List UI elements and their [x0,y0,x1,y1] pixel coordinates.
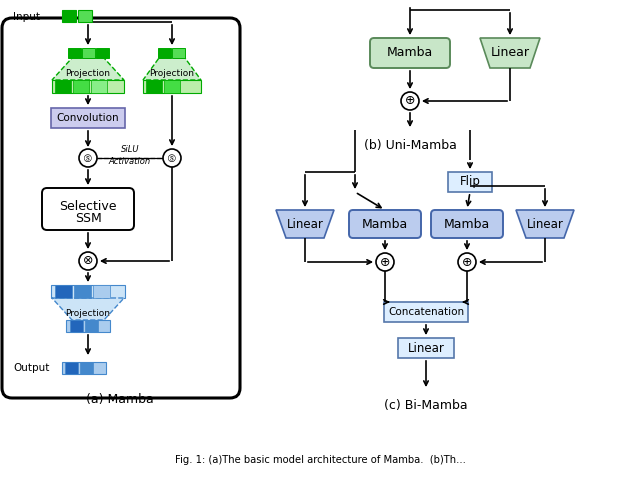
Bar [52,80,124,93]
FancyBboxPatch shape [2,18,240,398]
Bar [143,80,201,93]
Bar [448,172,492,192]
Text: SiLU: SiLU [121,146,140,154]
Bar [62,10,76,22]
Circle shape [79,252,97,270]
Text: Projection: Projection [65,308,111,317]
Bar [68,48,81,58]
Text: Concatenation: Concatenation [388,307,464,317]
Text: Mamba: Mamba [444,217,490,230]
Text: Projection: Projection [65,69,111,79]
Text: Flip: Flip [460,176,481,188]
Text: Output: Output [13,363,49,373]
Bar [73,80,89,93]
Polygon shape [516,210,574,238]
Text: $\oplus$: $\oplus$ [461,255,473,269]
Bar [66,320,110,332]
Text: SSM: SSM [75,212,101,224]
Circle shape [458,253,476,271]
Text: $\circledS$: $\circledS$ [83,152,93,164]
Bar [55,285,72,298]
Bar [398,338,454,358]
Circle shape [163,149,181,167]
Text: Input: Input [13,12,40,22]
Polygon shape [52,58,124,80]
FancyBboxPatch shape [349,210,421,238]
Text: Activation: Activation [109,156,151,165]
Polygon shape [52,298,124,320]
Bar [51,108,125,128]
Bar [93,285,110,298]
FancyBboxPatch shape [431,210,503,238]
Text: (c) Bi-Mamba: (c) Bi-Mamba [384,399,468,411]
Text: Linear: Linear [527,217,563,230]
Bar [172,48,185,58]
FancyBboxPatch shape [42,188,134,230]
Text: $\otimes$: $\otimes$ [83,254,93,268]
Bar [74,285,91,298]
Bar [158,48,171,58]
Text: Projection: Projection [150,69,195,79]
Text: $\circledS$: $\circledS$ [167,152,177,164]
Bar [78,10,92,22]
Circle shape [401,92,419,110]
Bar [82,48,95,58]
Polygon shape [480,38,540,68]
Text: $\oplus$: $\oplus$ [380,255,390,269]
Text: Convolution: Convolution [57,113,119,123]
Bar [384,302,468,322]
Text: Mamba: Mamba [362,217,408,230]
Circle shape [376,253,394,271]
Circle shape [79,149,97,167]
Bar [146,80,162,93]
Text: Fig. 1: (a)The basic model architecture of Mamba.  (b)Th...: Fig. 1: (a)The basic model architecture … [175,455,465,465]
Text: Linear: Linear [287,217,323,230]
Bar [96,48,109,58]
Text: Linear: Linear [408,341,444,355]
Text: (b) Uni-Mamba: (b) Uni-Mamba [364,139,456,152]
Bar [91,80,107,93]
Text: Mamba: Mamba [387,47,433,60]
FancyBboxPatch shape [370,38,450,68]
Text: $\oplus$: $\oplus$ [404,94,415,107]
Text: Linear: Linear [490,47,529,60]
Bar [85,320,98,332]
Text: (a) Mamba: (a) Mamba [86,394,154,406]
Polygon shape [276,210,334,238]
Bar [51,285,125,298]
Polygon shape [143,58,201,80]
Bar [55,80,71,93]
Text: Selective: Selective [60,199,116,213]
Bar [65,362,78,374]
Bar [164,80,180,93]
Bar [62,362,106,374]
Bar [70,320,83,332]
Bar [80,362,93,374]
